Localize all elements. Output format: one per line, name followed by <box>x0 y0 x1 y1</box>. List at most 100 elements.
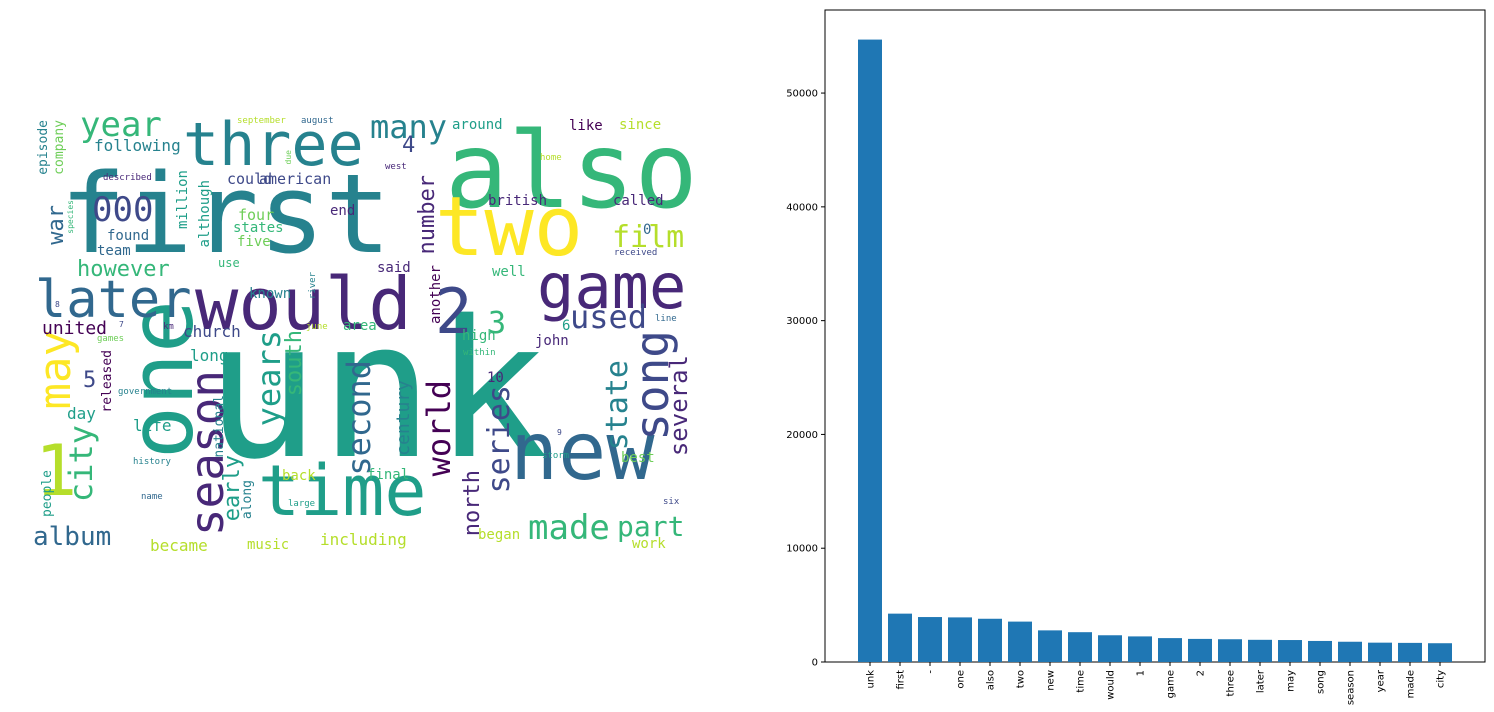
word-cloud-word: two <box>435 180 583 275</box>
bar-14 <box>1278 640 1302 662</box>
word-cloud-word: three <box>183 110 364 180</box>
bar-3 <box>948 617 972 662</box>
word-cloud-word: church <box>183 322 241 341</box>
word-cloud-word: back <box>282 468 316 484</box>
word-cloud-word: 000 <box>92 190 153 230</box>
bar-10 <box>1158 638 1182 662</box>
x-tick-label: one <box>956 670 967 689</box>
word-cloud-word: century <box>393 380 414 456</box>
word-cloud-word: could <box>227 170 272 188</box>
word-cloud-word: another <box>428 265 444 324</box>
x-tick-label: - <box>926 670 937 674</box>
word-cloud-word: following <box>94 136 181 155</box>
x-tick-label: 2 <box>1196 670 1207 676</box>
word-cloud-word: music <box>247 537 289 553</box>
word-cloud-word: west <box>385 162 407 172</box>
word-cloud-word: game <box>537 250 686 323</box>
word-cloud-word: 2 <box>435 275 472 348</box>
x-tick-label: would <box>1106 670 1117 700</box>
x-tick-label: city <box>1436 670 1447 688</box>
x-tick-label: also <box>986 670 997 690</box>
x-tick-label: may <box>1286 670 1297 692</box>
word-cloud-word: 7 <box>119 320 124 329</box>
word-cloud-word: time <box>258 450 427 532</box>
word-cloud-word: day <box>67 404 96 423</box>
word-cloud-word: album <box>33 522 111 552</box>
word-cloud-word: km <box>163 322 174 332</box>
word-cloud-word: began <box>478 527 520 543</box>
x-tick-label: three <box>1226 670 1237 696</box>
x-axis: unk first - one also two new time would 1 game 2 thr… <box>866 662 1447 705</box>
word-cloud-word: team <box>97 243 131 259</box>
word-cloud-word: one <box>110 300 213 459</box>
x-tick-label: season <box>1346 670 1357 705</box>
x-tick-label: later <box>1256 669 1267 693</box>
word-cloud-word: national <box>212 395 227 458</box>
word-cloud-word: species <box>66 200 75 234</box>
bar-1 <box>888 613 912 662</box>
word-cloud-word: season <box>180 370 234 536</box>
word-cloud-word: states <box>233 220 284 236</box>
word-cloud-word: part <box>617 510 684 543</box>
word-cloud-word: called <box>613 193 664 209</box>
word-cloud-word: 8 <box>55 300 60 309</box>
bar-18 <box>1398 642 1422 662</box>
bar-12 <box>1218 639 1242 662</box>
word-cloud-word: released <box>100 350 115 413</box>
word-cloud-word: although <box>197 180 213 247</box>
y-tick-label: 0 <box>812 658 818 669</box>
x-tick-label: unk <box>866 670 877 689</box>
word-cloud-word: work <box>632 536 666 552</box>
word-cloud-word: known <box>249 286 291 302</box>
word-cloud-word: six <box>663 497 680 507</box>
word-cloud-word: used <box>570 298 647 336</box>
word-cloud-word: storm <box>542 451 569 461</box>
word-cloud-word: like <box>569 118 603 134</box>
word-cloud-word: along <box>240 480 255 519</box>
word-cloud-word: government <box>118 387 172 397</box>
y-axis: 0 10000 20000 30000 40000 50000 <box>786 89 825 669</box>
word-cloud-word: many <box>370 108 447 146</box>
word-cloud-word: south <box>282 330 307 396</box>
word-cloud-word: described <box>103 173 152 183</box>
bars-group <box>858 39 1452 662</box>
word-cloud-word: well <box>492 264 526 280</box>
word-frequency-bar-chart: 0 10000 20000 30000 40000 50000 unk first - one a… <box>786 9 1486 705</box>
word-cloud-word: since <box>619 117 661 133</box>
bar-4 <box>978 618 1002 662</box>
word-cloud-word: home <box>540 153 562 163</box>
word-cloud-word: would <box>195 262 412 346</box>
word-cloud-word: life <box>133 416 172 435</box>
word-cloud-word: 3 <box>488 306 506 341</box>
word-cloud-word: year <box>80 105 162 145</box>
word-cloud-word: due <box>284 150 293 165</box>
word-cloud-word: people <box>40 470 55 517</box>
word-cloud-word: may <box>30 330 81 409</box>
word-cloud-word: also <box>445 110 698 232</box>
word-cloud-word: song <box>625 330 679 441</box>
x-tick-label: made <box>1406 670 1417 698</box>
word-cloud-word: first <box>60 150 391 278</box>
word-cloud-word: around <box>452 117 503 133</box>
word-cloud-word: june <box>306 322 328 332</box>
y-tick-label: 30000 <box>786 316 818 327</box>
y-tick-label: 50000 <box>786 89 818 100</box>
bar-11 <box>1188 638 1212 662</box>
word-cloud-word: line <box>655 314 677 324</box>
word-cloud-word: final <box>367 467 409 483</box>
word-cloud-word: received <box>614 248 657 258</box>
bar-19 <box>1428 643 1452 662</box>
word-cloud-word: name <box>141 492 163 502</box>
x-tick-label: game <box>1166 670 1177 698</box>
word-cloud-word: four <box>238 206 274 224</box>
x-tick-label: new <box>1046 670 1057 691</box>
bar-16 <box>1338 641 1362 662</box>
x-tick-label: 1 <box>1136 670 1147 676</box>
word-cloud-word: city <box>62 425 100 502</box>
word-cloud-word: north <box>460 470 485 536</box>
word-cloud-word: however <box>77 257 170 282</box>
word-cloud-word: number <box>415 175 440 254</box>
word-cloud-word: company <box>52 120 67 175</box>
word-cloud-word: within <box>463 348 496 358</box>
